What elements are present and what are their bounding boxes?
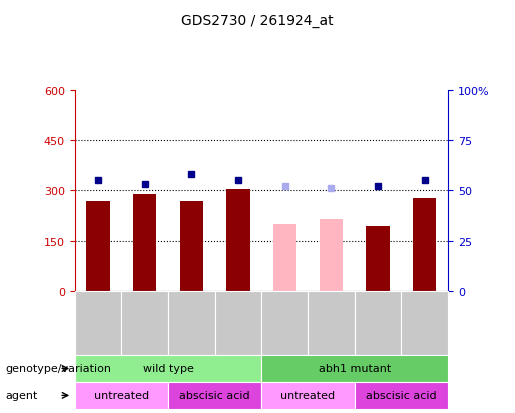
- Bar: [133, 195, 157, 291]
- Text: GSM170899: GSM170899: [280, 295, 289, 350]
- Text: GSM170931: GSM170931: [233, 295, 243, 350]
- Text: abscisic acid: abscisic acid: [179, 390, 250, 401]
- Bar: [413, 198, 436, 291]
- Bar: [320, 219, 343, 291]
- Bar: [366, 226, 390, 291]
- Bar: [273, 224, 296, 291]
- Text: genotype/variation: genotype/variation: [5, 363, 111, 374]
- Text: wild type: wild type: [143, 363, 194, 374]
- Text: GSM170897: GSM170897: [187, 295, 196, 350]
- Bar: [180, 201, 203, 291]
- Text: GSM170930: GSM170930: [327, 295, 336, 350]
- Text: GSM170911: GSM170911: [373, 295, 383, 350]
- Text: untreated: untreated: [281, 390, 336, 401]
- Text: abscisic acid: abscisic acid: [366, 390, 437, 401]
- Text: GSM170896: GSM170896: [94, 295, 102, 350]
- Bar: [227, 189, 250, 291]
- Text: agent: agent: [5, 390, 38, 401]
- Text: GSM170923: GSM170923: [140, 295, 149, 350]
- Bar: [87, 201, 110, 291]
- Text: GSM170940: GSM170940: [420, 295, 429, 350]
- Text: untreated: untreated: [94, 390, 149, 401]
- Text: abh1 mutant: abh1 mutant: [319, 363, 391, 374]
- Text: GDS2730 / 261924_at: GDS2730 / 261924_at: [181, 14, 334, 28]
